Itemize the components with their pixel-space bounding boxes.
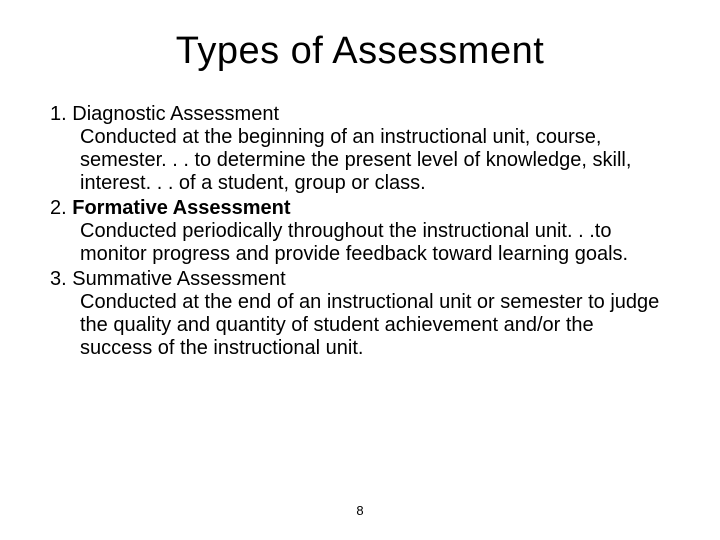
item-heading: Diagnostic Assessment [72, 103, 279, 125]
slide-container: Types of Assessment 1. Diagnostic Assess… [0, 0, 720, 540]
list-item: 1. Diagnostic Assessment Conducted at th… [50, 103, 670, 195]
item-number: 2. [50, 197, 67, 219]
slide-title: Types of Assessment [50, 30, 670, 73]
item-heading: Summative Assessment [72, 268, 285, 290]
list-item: 3. Summative Assessment Conducted at the… [50, 268, 670, 360]
item-heading: Formative Assessment [72, 197, 290, 219]
item-number: 3. [50, 268, 67, 290]
item-body: Conducted periodically throughout the in… [50, 220, 670, 266]
content-list: 1. Diagnostic Assessment Conducted at th… [50, 103, 670, 360]
page-number: 8 [356, 503, 363, 518]
item-number: 1. [50, 103, 67, 125]
item-body: Conducted at the end of an instructional… [50, 291, 670, 360]
item-body: Conducted at the beginning of an instruc… [50, 126, 670, 195]
list-item: 2. Formative Assessment Conducted period… [50, 197, 670, 266]
